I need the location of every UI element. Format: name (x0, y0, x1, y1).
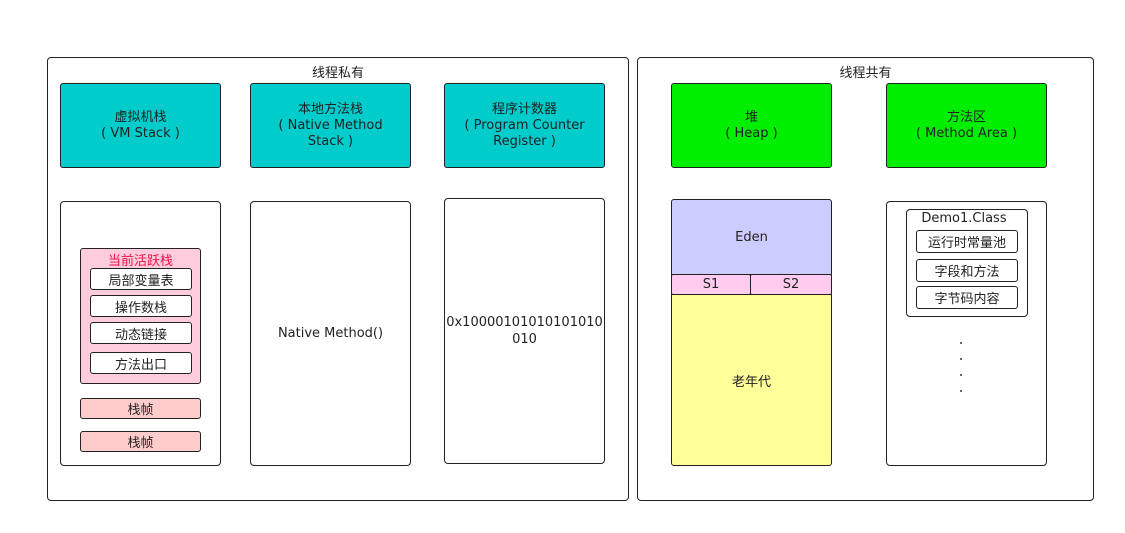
native-stack-content: Native Method() (250, 201, 411, 466)
method-area-header: 方法区 ( Method Area ) (886, 83, 1047, 168)
heap-english: ( Heap ) (725, 125, 778, 141)
stack-frame-2: 栈帧 (80, 431, 201, 452)
survivor-s1: S1 (671, 274, 751, 295)
dynamic-linking: 动态链接 (90, 322, 192, 344)
operand-stack: 操作数栈 (90, 295, 192, 317)
heap-name: 堆 (744, 109, 758, 125)
class-info-title: Demo1.Class (921, 211, 1007, 226)
old-generation: 老年代 (671, 294, 832, 466)
pc-register-content: 0x10000101010101010 010 (444, 198, 605, 464)
active-stack-frame-title: 当前活跃栈 (107, 254, 173, 269)
ellipsis-dot-1 (960, 342, 962, 344)
heap-header: 堆 ( Heap ) (671, 83, 832, 168)
bytecode-content: 字节码内容 (916, 286, 1018, 309)
thread-private-title: 线程私有 (311, 66, 364, 81)
method-area-name: 方法区 (946, 109, 986, 125)
native-stack-english-2: Stack ) (307, 133, 354, 149)
eden-label: Eden (735, 229, 768, 245)
pc-register-header: 程序计数器 ( Program Counter Register ) (444, 83, 605, 168)
pc-register-english-1: ( Program Counter (464, 117, 585, 133)
pc-register-value-2: 010 (512, 332, 537, 347)
method-area-english: ( Method Area ) (915, 125, 1018, 141)
native-stack-header: 本地方法栈 ( Native Method Stack ) (250, 83, 411, 168)
stack-frame-1: 栈帧 (80, 398, 201, 419)
method-return: 方法出口 (90, 352, 192, 374)
local-variable-table: 局部变量表 (90, 268, 192, 290)
native-stack-name: 本地方法栈 (297, 101, 363, 117)
fields-and-methods: 字段和方法 (916, 259, 1018, 282)
survivor-s2: S2 (750, 274, 832, 295)
old-generation-label: 老年代 (731, 374, 771, 390)
native-stack-english-1: ( Native Method (278, 117, 383, 133)
native-method-label: Native Method() (277, 326, 384, 341)
thread-shared-title: 线程共有 (839, 66, 892, 81)
vm-stack-header: 虚拟机栈 ( VM Stack ) (60, 83, 221, 168)
pc-register-english-2: Register ) (493, 133, 556, 149)
eden-space: Eden (671, 199, 832, 275)
ellipsis-dot-4 (960, 390, 962, 392)
pc-register-name: 程序计数器 (491, 101, 557, 117)
runtime-constant-pool: 运行时常量池 (916, 230, 1018, 253)
pc-register-value-1: 0x10000101010101010 (446, 315, 603, 330)
ellipsis-dot-3 (960, 374, 962, 376)
vm-stack-english: ( VM Stack ) (101, 125, 180, 141)
vm-stack-name: 虚拟机栈 (114, 109, 167, 125)
ellipsis-dot-2 (960, 358, 962, 360)
